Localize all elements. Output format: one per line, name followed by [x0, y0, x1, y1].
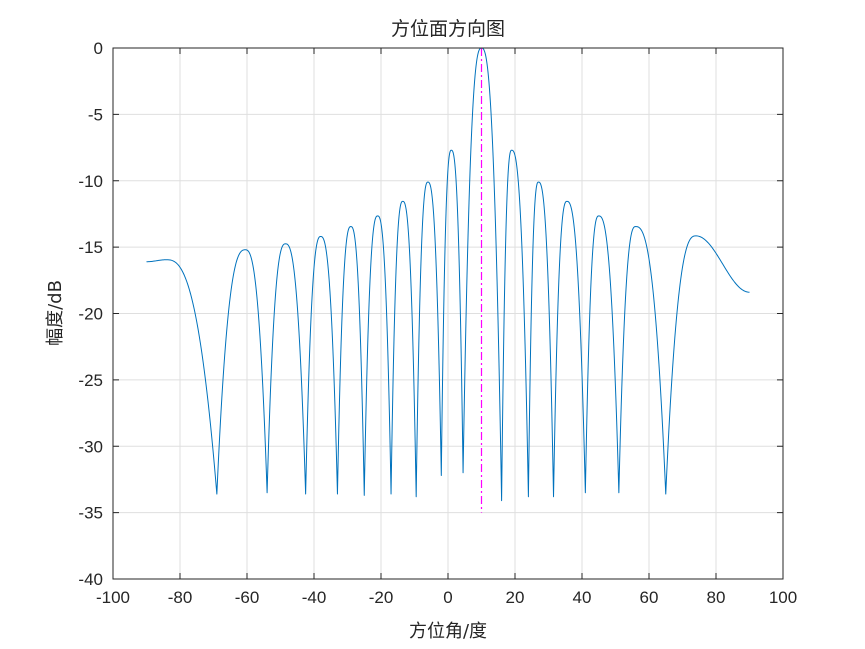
x-tick-label: 80: [707, 588, 726, 607]
x-tick-label: 0: [443, 588, 452, 607]
y-tick-label: -30: [78, 437, 103, 456]
x-axis-ticks: -100 -80 -60 -40 -20 0 20 40 60 80 100: [96, 48, 797, 607]
y-tick-label: -5: [88, 105, 103, 124]
x-tick-label: -80: [168, 588, 193, 607]
y-axis-label: 幅度/dB: [45, 280, 66, 346]
x-tick-label: 20: [506, 588, 525, 607]
pattern-line: [146, 47, 750, 502]
y-tick-label: -25: [78, 371, 103, 390]
chart-title: 方位面方向图: [391, 18, 505, 40]
y-axis-ticks: 0 -5 -10 -15 -20 -25 -30 -35 -40: [78, 39, 783, 589]
y-tick-label: -35: [78, 504, 103, 523]
x-tick-label: -60: [235, 588, 260, 607]
x-axis-label: 方位角/度: [409, 621, 487, 642]
x-tick-label: -20: [369, 588, 394, 607]
y-tick-label: -20: [78, 305, 103, 324]
x-tick-label: 40: [573, 588, 592, 607]
x-tick-label: 60: [640, 588, 659, 607]
y-tick-label: -10: [78, 172, 103, 191]
x-tick-label: -100: [96, 588, 130, 607]
series-layer: [146, 47, 750, 502]
y-tick-label: -40: [78, 570, 103, 589]
x-tick-label: -40: [302, 588, 327, 607]
y-tick-label: 0: [94, 39, 103, 58]
x-tick-label: 100: [769, 588, 797, 607]
y-tick-label: -15: [78, 238, 103, 257]
